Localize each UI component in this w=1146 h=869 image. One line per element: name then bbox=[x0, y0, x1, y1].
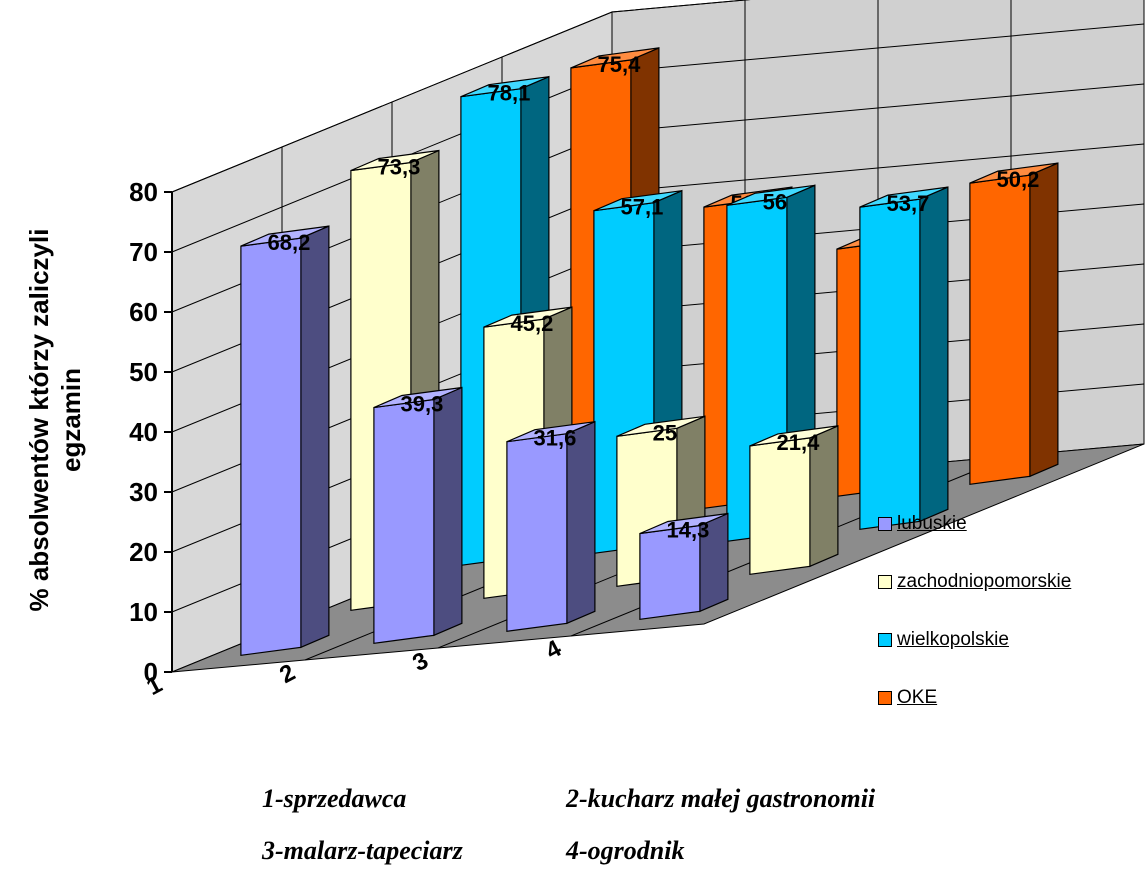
data-label: 45,2 bbox=[510, 311, 553, 336]
legend-swatch bbox=[878, 517, 892, 531]
data-label: 75,4 bbox=[597, 52, 641, 77]
caption-1: 1-sprzedawca bbox=[262, 784, 407, 813]
bar: 50,2 bbox=[969, 162, 1059, 485]
y-tick-label: 10 bbox=[129, 597, 158, 627]
data-label: 50,2 bbox=[996, 167, 1039, 192]
data-label: 68,2 bbox=[267, 230, 310, 255]
y-axis-label-line1: % absolwentów którzy zaliczyli bbox=[24, 229, 54, 612]
bar-top bbox=[749, 425, 839, 447]
bar-front bbox=[749, 437, 811, 575]
data-label: 57,1 bbox=[620, 195, 663, 220]
bar-top bbox=[460, 76, 550, 98]
y-tick-label: 50 bbox=[129, 357, 158, 387]
y-tick-label: 30 bbox=[129, 477, 158, 507]
legend-label: lubuskie bbox=[897, 513, 967, 534]
data-label: 53,7 bbox=[886, 191, 929, 216]
data-label: 21,4 bbox=[776, 430, 820, 455]
bar: 21,4 bbox=[749, 424, 839, 575]
x-tick-label: 4 bbox=[541, 635, 566, 665]
bar-top bbox=[639, 512, 729, 535]
y-tick-label: 20 bbox=[129, 537, 158, 567]
legend-swatch bbox=[878, 575, 892, 589]
bar-front bbox=[506, 433, 568, 632]
y-tick-label: 70 bbox=[129, 237, 158, 267]
bar-front bbox=[373, 398, 435, 644]
bar-front bbox=[859, 198, 921, 530]
legend-item-zachodniopomorskie: zachodniopomorskie bbox=[878, 570, 1138, 594]
bar-front bbox=[240, 237, 302, 656]
bar: 68,2 bbox=[240, 225, 330, 656]
bar: 39,3 bbox=[373, 386, 463, 644]
x-tick-label: 1 bbox=[142, 671, 166, 701]
data-label: 78,1 bbox=[487, 81, 530, 106]
bar-top bbox=[726, 184, 816, 206]
y-tick-label: 60 bbox=[129, 297, 158, 327]
y-tick-label: 0 bbox=[144, 657, 158, 687]
legend-swatch bbox=[878, 633, 892, 647]
y-axis-label-line2: egzamin bbox=[56, 368, 86, 472]
data-label: 56 bbox=[763, 189, 787, 214]
data-label: 25 bbox=[653, 420, 677, 445]
bar-top bbox=[859, 186, 949, 208]
bar-top bbox=[506, 421, 596, 443]
legend-item-oke: OKE bbox=[878, 686, 1138, 710]
caption-2: 2-kucharz małej gastronomii bbox=[566, 784, 876, 813]
bar-side bbox=[566, 420, 596, 625]
legend-item-wielkopolskie: wielkopolskie bbox=[878, 628, 1138, 652]
data-label: 73,3 bbox=[377, 154, 420, 179]
bar-side bbox=[433, 386, 463, 637]
x-tick-label: 3 bbox=[408, 647, 432, 677]
bar-top bbox=[616, 415, 706, 437]
bar: 53,7 bbox=[859, 186, 949, 530]
data-label: 14,3 bbox=[666, 517, 709, 542]
gridline bbox=[171, 0, 751, 193]
data-label: 31,6 bbox=[533, 426, 576, 451]
bar: 31,6 bbox=[506, 420, 596, 632]
bar-top bbox=[350, 149, 440, 172]
x-tick-label: 2 bbox=[275, 659, 299, 689]
caption-3: 3-malarz-tapeciarz bbox=[262, 836, 463, 865]
bar-top bbox=[373, 386, 463, 409]
legend-item-lubuskie: lubuskie bbox=[878, 512, 1138, 536]
y-axis: 0 10 20 30 40 50 60 70 80 bbox=[129, 177, 173, 687]
legend-label: wielkopolskie bbox=[897, 629, 1009, 650]
bar-top bbox=[570, 47, 660, 69]
legend-label: zachodniopomorskie bbox=[897, 571, 1072, 592]
legend-swatch bbox=[878, 691, 892, 705]
bar-top bbox=[969, 162, 1059, 184]
y-tick-label: 80 bbox=[129, 177, 158, 207]
legend-label: OKE bbox=[897, 687, 938, 708]
bar-top bbox=[593, 190, 683, 212]
bar-front bbox=[969, 174, 1031, 485]
caption-4: 4-ogrodnik bbox=[566, 836, 685, 865]
y-tick-label: 40 bbox=[129, 417, 158, 447]
bar-top bbox=[240, 225, 330, 247]
bar-side bbox=[300, 225, 330, 649]
bar: 14,3 bbox=[639, 512, 729, 620]
data-label: 39,3 bbox=[400, 391, 443, 416]
bar-side bbox=[1029, 162, 1059, 478]
bars: 75,450,241,250,278,157,15653,773,345,225… bbox=[240, 46, 1059, 656]
legend: lubuskie zachodniopomorskie wielkopolski… bbox=[878, 512, 1138, 744]
bar-top bbox=[483, 306, 573, 328]
bar-side bbox=[919, 186, 949, 523]
